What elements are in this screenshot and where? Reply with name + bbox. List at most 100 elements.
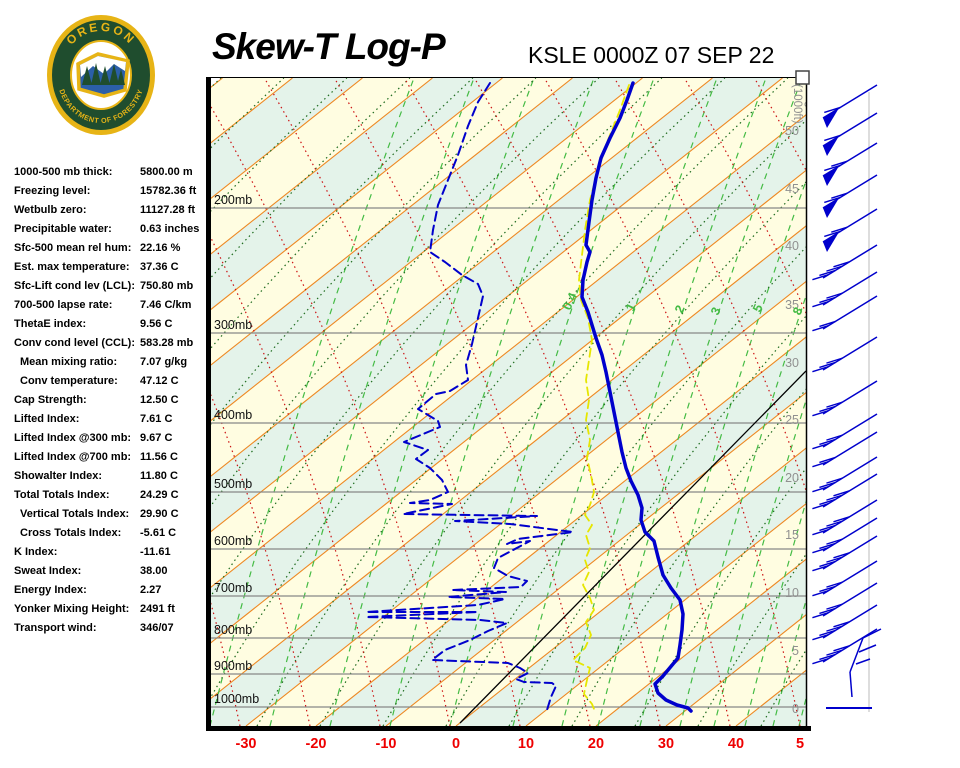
index-label: Cross Totals Index: — [20, 527, 122, 539]
index-value: 583.28 mb — [140, 337, 194, 349]
index-value: 7.61 C — [140, 413, 173, 425]
index-row: Wetbulb zero: 11127.28 ft — [14, 204, 195, 223]
parcel-line — [459, 370, 806, 724]
index-value: 2.27 — [140, 584, 162, 596]
index-value: 37.36 C — [140, 261, 179, 273]
index-label: Yonker Mixing Height: — [14, 603, 130, 615]
index-row: Mean mixing ratio: 7.07 g/kg — [20, 356, 187, 375]
logo-trees-icon — [82, 63, 125, 85]
index-label: Lifted Index: — [14, 413, 80, 425]
index-row: Sfc-Lift cond lev (LCL): 750.80 mb — [14, 280, 193, 299]
chart-frame — [206, 70, 811, 731]
wind-barb — [822, 142, 878, 186]
index-value: 11127.28 ft — [140, 204, 196, 216]
height-tick-label: 35 — [785, 298, 799, 312]
index-label: Lifted Index @700 mb: — [14, 451, 132, 463]
index-label: 700-500 lapse rate: — [14, 299, 113, 311]
index-label: Est. max temperature: — [14, 261, 130, 273]
x-tick-label: 5 — [796, 736, 804, 752]
x-tick-label: 40 — [728, 736, 744, 752]
index-value: 346/07 — [140, 622, 174, 634]
index-row: Showalter Index: 11.80 C — [14, 470, 178, 489]
x-tick-label: 30 — [658, 736, 674, 752]
index-label: Vertical Totals Index: — [20, 508, 130, 520]
index-row: Lifted Index @700 mb: 11.56 C — [14, 451, 178, 470]
wind-barb — [812, 604, 878, 641]
x-tick-label: 10 — [518, 736, 534, 752]
wind-barb — [812, 499, 878, 536]
index-row: Lifted Index @300 mb: 9.67 C — [14, 432, 172, 451]
wind-barb — [812, 295, 878, 332]
index-label: Showalter Index: — [14, 470, 103, 482]
wind-barb — [812, 380, 878, 417]
index-label: Sfc-Lift cond lev (LCL): — [14, 280, 135, 292]
index-value: 2491 ft — [140, 603, 175, 615]
index-value: 5800.00 m — [140, 166, 193, 178]
index-value: 38.00 — [140, 565, 168, 577]
pressure-label: 300mb — [214, 318, 252, 332]
isotherm-bands — [210, 78, 806, 726]
index-value: 11.80 C — [140, 470, 178, 482]
height-tick-label: 30 — [785, 356, 799, 370]
index-row: Sfc-500 mean rel hum: 22.16 % — [14, 242, 180, 261]
index-row: Vertical Totals Index: 29.90 C — [20, 508, 179, 527]
index-row: Cap Strength: 12.50 C — [14, 394, 179, 413]
wind-barb — [812, 431, 878, 468]
index-value: 22.16 % — [140, 242, 181, 254]
wind-barb-column — [812, 84, 882, 712]
corner-box — [795, 70, 810, 85]
index-label: Energy Index: — [14, 584, 87, 596]
pressure-label: 900mb — [214, 659, 252, 673]
index-label: Transport wind: — [14, 622, 97, 634]
index-value: 47.12 C — [140, 375, 179, 387]
index-label: Sfc-500 mean rel hum: — [14, 242, 132, 254]
index-row: Cross Totals Index: -5.61 C — [20, 527, 176, 546]
index-label: Freezing level: — [14, 185, 91, 197]
height-tick-label: 40 — [785, 239, 799, 253]
index-row: Total Totals Index: 24.29 C — [14, 489, 179, 508]
index-value: 7.46 C/km — [140, 299, 192, 311]
index-value: 9.67 C — [140, 432, 173, 444]
index-label: Conv cond level (CCL): — [14, 337, 136, 349]
x-tick-label: -10 — [376, 736, 397, 752]
index-row: Energy Index: 2.27 — [14, 584, 161, 603]
odf-logo: OREGON DEPARTMENT OF FORESTRY — [46, 14, 156, 136]
index-row: Precipitable water: 0.63 inches — [14, 223, 199, 242]
index-value: 0.63 inches — [140, 223, 200, 235]
wind-barb — [812, 628, 878, 665]
height-tick-label: 45 — [785, 182, 799, 196]
index-row: Freezing level: 15782.36 ft — [14, 185, 196, 204]
index-value: 12.50 C — [140, 394, 179, 406]
index-label: Total Totals Index: — [14, 489, 110, 501]
logo-mountains — [80, 56, 126, 77]
index-value: 9.56 C — [140, 318, 173, 330]
wind-barb — [812, 473, 878, 510]
index-label: Sweat Index: — [14, 565, 82, 577]
wind-barb — [812, 271, 878, 308]
index-row: Lifted Index: 7.61 C — [14, 413, 172, 432]
x-tick-label: 0 — [452, 736, 460, 752]
index-row: Sweat Index: 38.00 — [14, 565, 168, 584]
wind-barb — [812, 535, 878, 572]
pressure-label: 200mb — [214, 193, 252, 207]
pressure-label: 400mb — [214, 408, 252, 422]
wind-barb — [822, 112, 878, 156]
x-tick-label: 20 — [588, 736, 604, 752]
wind-barb — [822, 208, 878, 252]
index-label: K Index: — [14, 546, 58, 558]
wind-barb — [822, 84, 878, 128]
index-row: Conv temperature: 47.12 C — [20, 375, 179, 394]
index-row: Yonker Mixing Height: 2491 ft — [14, 603, 175, 622]
chart-plot-area: 200mb 300mb 400mb 500mb 600mb 700mb 800mb 900mb… — [210, 78, 806, 726]
index-value: 750.80 mb — [140, 280, 194, 292]
surface-wind-staff — [849, 628, 882, 698]
index-label: Wetbulb zero: — [14, 204, 87, 216]
index-row: 700-500 lapse rate: 7.46 C/km — [14, 299, 191, 318]
index-value: 15782.36 ft — [140, 185, 197, 197]
index-value: 11.56 C — [140, 451, 178, 463]
x-tick-label: -20 — [306, 736, 327, 752]
height-tick-label: 0 — [792, 702, 799, 716]
